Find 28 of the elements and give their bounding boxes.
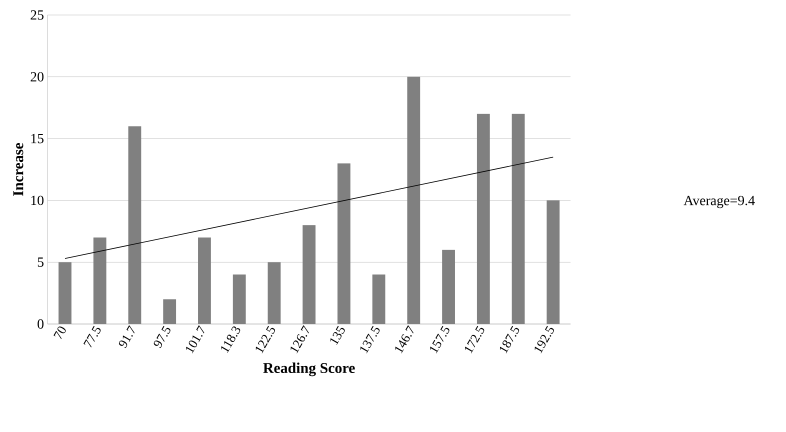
y-tick-label: 15 [31,134,44,144]
y-tick-label: 20 [30,72,44,82]
bar [372,274,386,324]
x-tick-label: 70 [54,326,66,340]
y-tick-label: 10 [31,196,44,206]
bar [128,126,142,324]
bar [268,262,281,324]
bar [407,76,420,324]
x-tick-label: 77.5 [83,326,101,348]
bar [476,114,490,324]
bar [442,250,455,324]
bar [93,237,106,324]
y-tick-label: 0 [38,319,44,329]
y-tick-label: 25 [30,10,44,20]
x-axis-title: Reading Score [263,362,355,376]
text: Average=9.4 [684,196,755,208]
x-tick-label: 97.5 [154,326,170,348]
bar [512,114,525,324]
bar [163,299,176,324]
y-axis-title: Increase [13,143,24,196]
bar [58,262,72,324]
bar [337,163,350,324]
bar [198,237,211,324]
x-tick-label: 135 [330,326,345,345]
y-tick-label: 5 [38,258,44,267]
bar [232,274,246,324]
bar [302,225,316,324]
bar [546,200,560,324]
